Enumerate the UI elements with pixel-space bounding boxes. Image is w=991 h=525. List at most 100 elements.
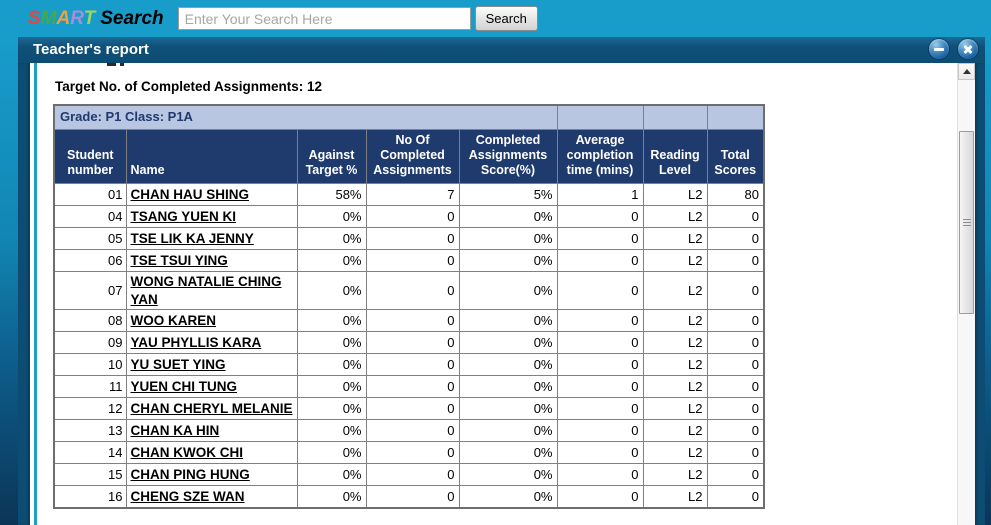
avg-completion-time-cell: 0 [556, 397, 644, 421]
student-name-link[interactable]: TSE LIK KA JENNY [130, 230, 254, 246]
student-name-link[interactable]: YUEN CHI TUNG [130, 379, 238, 395]
col-name: Name [125, 128, 298, 185]
table-row: 07 WONG NATALIE CHING YAN 0% 0 0% 0 L2 0 [53, 271, 765, 311]
against-target-cell: 0% [296, 309, 367, 333]
grade-class-label: Grade: P1 Class: P1A [53, 104, 558, 130]
smart-search-logo: SMART Search [28, 8, 164, 30]
assignments-score-cell: 0% [458, 249, 558, 273]
completed-assignments-cell: 0 [365, 205, 460, 229]
grade-class-band: Grade: P1 Class: P1A [53, 104, 765, 130]
completed-assignments-cell: 0 [365, 271, 460, 311]
table-row: 14 CHAN KWOK CHI 0% 0 0% 0 L2 0 [53, 441, 765, 465]
assignments-score-cell: 0% [458, 485, 558, 509]
assignments-score-cell: 0% [458, 205, 558, 229]
logo-letter: S [28, 7, 41, 29]
avg-completion-time-cell: 0 [556, 419, 644, 443]
report-content: Target No. of Completed Assignments: 12 … [40, 63, 957, 525]
student-number-cell: 05 [53, 227, 127, 251]
col-avg-completion-time: Average completion time (mins) [556, 128, 644, 185]
student-number-cell: 11 [53, 375, 127, 399]
total-scores-cell: 0 [706, 397, 765, 421]
search-input[interactable] [177, 7, 471, 30]
completed-assignments-cell: 0 [365, 227, 460, 251]
logo-letter: T [83, 7, 96, 29]
against-target-cell: 0% [296, 397, 367, 421]
total-scores-cell: 0 [706, 249, 765, 273]
student-name-cell: CHAN PING HUNG [125, 463, 298, 487]
left-accent-stripe [30, 63, 40, 525]
total-scores-cell: 0 [706, 375, 765, 399]
against-target-cell: 0% [296, 375, 367, 399]
search-button[interactable]: Search [474, 6, 538, 31]
student-name-link[interactable]: CHAN KWOK CHI [130, 445, 244, 461]
student-name-link[interactable]: YAU PHYLLIS KARA [130, 335, 262, 351]
against-target-cell: 0% [296, 331, 367, 355]
student-name-cell: WOO KAREN [125, 309, 298, 333]
close-button[interactable] [958, 39, 978, 59]
window-frame-right [975, 63, 985, 525]
completed-assignments-cell: 0 [365, 419, 460, 443]
table-row: 09 YAU PHYLLIS KARA 0% 0 0% 0 L2 0 [53, 331, 765, 355]
completed-assignments-cell: 0 [365, 353, 460, 377]
completed-assignments-cell: 0 [365, 309, 460, 333]
against-target-cell: 0% [296, 249, 367, 273]
student-number-cell: 07 [53, 271, 127, 311]
table-row: 04 TSANG YUEN KI 0% 0 0% 0 L2 0 [53, 205, 765, 229]
assignments-score-cell: 0% [458, 331, 558, 355]
logo-letter: M [40, 7, 57, 29]
column-header-row: Student number Name Against Target % No … [53, 128, 765, 185]
avg-completion-time-cell: 0 [556, 441, 644, 465]
window-frame-left [18, 63, 30, 525]
completed-assignments-cell: 0 [365, 249, 460, 273]
student-name-link[interactable]: YU SUET YING [130, 357, 226, 373]
total-scores-cell: 0 [706, 331, 765, 355]
student-name-cell: CHAN HAU SHING [125, 183, 298, 207]
student-name-link[interactable]: CHAN HAU SHING [130, 186, 250, 202]
student-name-cell: TSE TSUI YING [125, 249, 298, 273]
avg-completion-time-cell: 0 [556, 205, 644, 229]
assignments-score-cell: 0% [458, 441, 558, 465]
student-name-link[interactable]: CHENG SZE WAN [130, 488, 245, 504]
student-number-cell: 09 [53, 331, 127, 355]
against-target-cell: 0% [296, 441, 367, 465]
student-name-link[interactable]: CHAN PING HUNG [130, 467, 250, 483]
table-row: 01 CHAN HAU SHING 58% 7 5% 1 L2 80 [53, 183, 765, 207]
window-titlebar[interactable]: Teacher's report [18, 36, 985, 63]
student-name-link[interactable]: TSANG YUEN KI [130, 208, 237, 224]
student-name-cell: CHAN CHERYL MELANIE [125, 397, 298, 421]
scrollbar-thumb[interactable] [959, 131, 974, 314]
logo-letter: R [70, 7, 84, 29]
table-row: 11 YUEN CHI TUNG 0% 0 0% 0 L2 0 [53, 375, 765, 399]
reading-level-cell: L2 [642, 441, 708, 465]
student-name-link[interactable]: CHAN CHERYL MELANIE [130, 401, 293, 417]
student-name-link[interactable]: CHAN KA HIN [130, 423, 220, 439]
avg-completion-time-cell: 0 [556, 375, 644, 399]
assignments-score-cell: 0% [458, 271, 558, 311]
assignments-score-cell: 0% [458, 353, 558, 377]
col-against-target: Against Target % [296, 128, 367, 185]
student-name-link[interactable]: WOO KAREN [130, 313, 217, 329]
reading-level-cell: L2 [642, 183, 708, 207]
assignments-score-cell: 0% [458, 463, 558, 487]
logo-word: Search [100, 7, 164, 29]
col-reading-level: Reading Level [642, 128, 708, 185]
total-scores-cell: 0 [706, 227, 765, 251]
student-name-cell: YUEN CHI TUNG [125, 375, 298, 399]
vertical-scrollbar[interactable] [957, 63, 975, 525]
total-scores-cell: 0 [706, 205, 765, 229]
student-name-link[interactable]: TSE TSUI YING [130, 252, 228, 268]
student-name-link[interactable]: WONG NATALIE CHING YAN [130, 274, 282, 307]
window-controls [929, 39, 978, 59]
against-target-cell: 0% [296, 205, 367, 229]
student-number-cell: 14 [53, 441, 127, 465]
completed-assignments-cell: 0 [365, 441, 460, 465]
student-name-cell: CHAN KA HIN [125, 419, 298, 443]
minimize-button[interactable] [929, 39, 949, 59]
completed-assignments-cell: 0 [365, 397, 460, 421]
student-name-cell: TSANG YUEN KI [125, 205, 298, 229]
band-empty-cell [706, 104, 765, 130]
against-target-cell: 0% [296, 353, 367, 377]
arrow-up-icon [962, 69, 971, 74]
completed-assignments-cell: 7 [365, 183, 460, 207]
scroll-up-button[interactable] [958, 63, 975, 80]
